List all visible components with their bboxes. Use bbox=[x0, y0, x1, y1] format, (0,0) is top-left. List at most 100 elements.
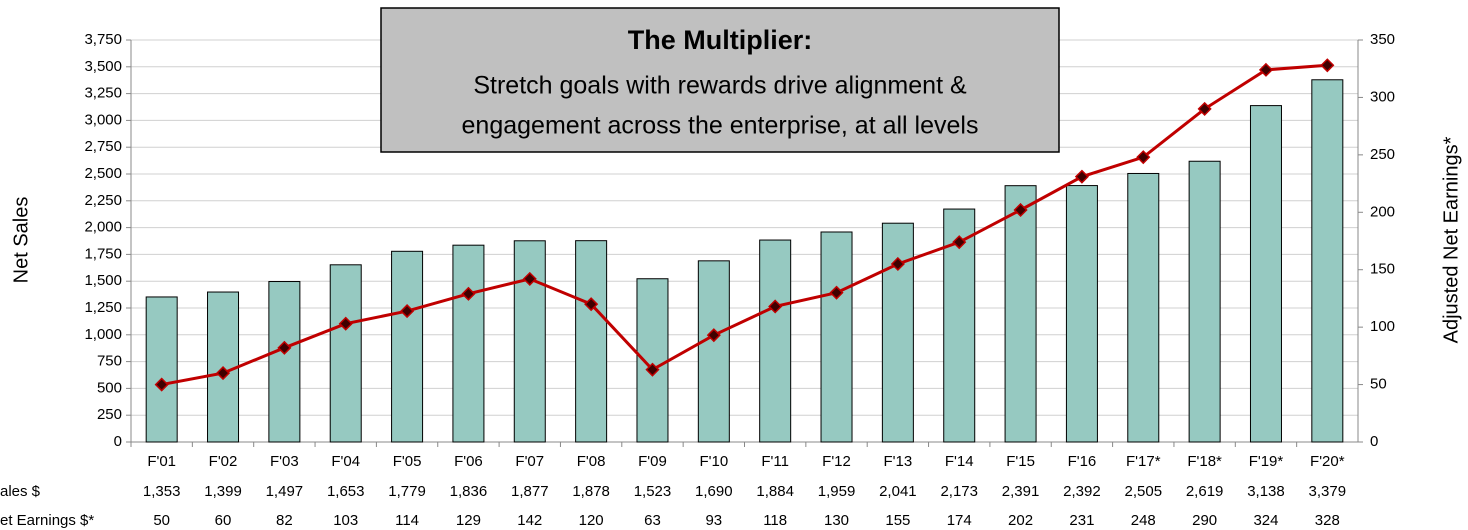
bar bbox=[759, 239, 792, 443]
table-cell: 155 bbox=[885, 512, 910, 529]
table-cell: 174 bbox=[947, 512, 972, 529]
chart-subtitle: Stretch goals with rewards drive alignme… bbox=[473, 72, 967, 100]
line-marker bbox=[277, 340, 292, 355]
table-cell: 129 bbox=[456, 512, 481, 529]
table-cell: 1,877 bbox=[511, 483, 549, 500]
table-cell: 231 bbox=[1069, 512, 1094, 529]
line-marker bbox=[952, 235, 967, 250]
y2-tick-label: 100 bbox=[1370, 318, 1395, 335]
x-tick-label: F'13 bbox=[884, 453, 913, 470]
title-box bbox=[380, 7, 1060, 153]
table-cell: 1,653 bbox=[327, 483, 365, 500]
x-tick-label: F'20* bbox=[1310, 453, 1345, 470]
line-marker bbox=[1136, 150, 1151, 165]
x-tick-label: F'11 bbox=[761, 453, 789, 470]
table-cell: 1,959 bbox=[818, 483, 856, 500]
table-row-label: et Earnings $* bbox=[0, 512, 94, 529]
bar bbox=[636, 278, 669, 443]
x-tick-label: F'07 bbox=[515, 453, 544, 470]
table-cell: 1,836 bbox=[450, 483, 488, 500]
table-cell: 60 bbox=[215, 512, 232, 529]
line-marker bbox=[768, 299, 783, 314]
table-cell: 103 bbox=[333, 512, 358, 529]
table-cell: 82 bbox=[276, 512, 293, 529]
bar bbox=[145, 296, 178, 443]
bar bbox=[391, 250, 424, 443]
x-tick-label: F'05 bbox=[393, 453, 422, 470]
x-tick-label: F'08 bbox=[577, 453, 606, 470]
line-marker bbox=[338, 316, 353, 331]
line-marker bbox=[215, 366, 231, 381]
table-cell: 63 bbox=[644, 512, 661, 529]
x-tick-label: F'04 bbox=[331, 453, 360, 470]
table-cell: 142 bbox=[517, 512, 542, 529]
table-cell: 202 bbox=[1008, 512, 1033, 529]
bar bbox=[1065, 185, 1098, 443]
table-cell: 2,619 bbox=[1186, 483, 1224, 500]
table-cell: 1,523 bbox=[634, 483, 672, 500]
table-cell: 3,138 bbox=[1247, 483, 1285, 500]
line-marker bbox=[154, 377, 169, 392]
table-cell: 2,391 bbox=[1002, 483, 1040, 500]
bar bbox=[1188, 160, 1221, 443]
line-marker bbox=[890, 256, 905, 272]
table-cell: 1,878 bbox=[572, 483, 610, 500]
y-tick-label: 2,250 bbox=[84, 192, 122, 209]
x-tick-label: F'03 bbox=[270, 453, 299, 470]
table-cell: 130 bbox=[824, 512, 849, 529]
y-tick-label: 0 bbox=[114, 433, 122, 450]
table-cell: 2,505 bbox=[1125, 483, 1163, 500]
x-tick-label: F'16 bbox=[1068, 453, 1097, 470]
table-cell: 114 bbox=[395, 512, 419, 529]
y2-tick-label: 50 bbox=[1370, 376, 1387, 393]
x-tick-label: F'18* bbox=[1187, 453, 1222, 470]
y-tick-label: 2,000 bbox=[84, 219, 122, 236]
bar bbox=[1004, 185, 1037, 443]
bar bbox=[513, 240, 546, 443]
y-tick-label: 2,750 bbox=[84, 138, 122, 155]
table-cell: 118 bbox=[763, 512, 787, 529]
line-marker bbox=[1197, 101, 1212, 116]
x-tick-label: F'02 bbox=[209, 453, 238, 470]
y-axis-title: Net Sales bbox=[10, 197, 32, 284]
y-tick-label: 3,500 bbox=[84, 58, 122, 75]
line-marker bbox=[645, 362, 660, 377]
x-tick-label: F'10 bbox=[699, 453, 728, 470]
line bbox=[161, 63, 1328, 387]
y2-tick-label: 350 bbox=[1370, 31, 1395, 48]
table-cell: 1,884 bbox=[756, 483, 794, 500]
bar bbox=[1127, 172, 1160, 443]
x-tick-label: F'06 bbox=[454, 453, 483, 470]
table-cell: 248 bbox=[1131, 512, 1156, 529]
y-tick-label: 3,750 bbox=[84, 31, 122, 48]
x-tick-label: F'19* bbox=[1249, 453, 1284, 470]
bar bbox=[1249, 105, 1282, 443]
x-tick-label: F'15 bbox=[1006, 453, 1035, 470]
y-tick-label: 1,750 bbox=[84, 245, 122, 262]
bar bbox=[881, 222, 914, 443]
table-cell: 1,399 bbox=[204, 483, 242, 500]
y-tick-label: 2,500 bbox=[84, 165, 122, 182]
y-tick-label: 3,000 bbox=[84, 111, 122, 128]
y-tick-label: 1,000 bbox=[84, 326, 122, 343]
table-cell: 3,379 bbox=[1309, 483, 1347, 500]
y-tick-label: 1,250 bbox=[84, 299, 122, 316]
x-tick-label: F'09 bbox=[638, 453, 667, 470]
bar bbox=[268, 281, 301, 443]
y-tick-label: 3,250 bbox=[84, 85, 122, 102]
bar bbox=[697, 260, 730, 443]
y2-tick-label: 250 bbox=[1370, 146, 1395, 163]
line-marker bbox=[829, 285, 844, 300]
line-marker bbox=[1320, 58, 1335, 73]
table-cell: 1,690 bbox=[695, 483, 733, 500]
table-cell: 50 bbox=[153, 512, 170, 529]
line-marker bbox=[706, 328, 721, 343]
table-cell: 1,353 bbox=[143, 483, 181, 500]
table-row-label: ales $ bbox=[0, 483, 41, 500]
y2-tick-label: 150 bbox=[1370, 261, 1395, 278]
chart-title: The Multiplier: bbox=[628, 25, 813, 55]
bar bbox=[329, 264, 362, 443]
y-tick-label: 750 bbox=[97, 353, 122, 370]
y2-axis-title: Adjusted Net Earnings* bbox=[1440, 136, 1462, 343]
